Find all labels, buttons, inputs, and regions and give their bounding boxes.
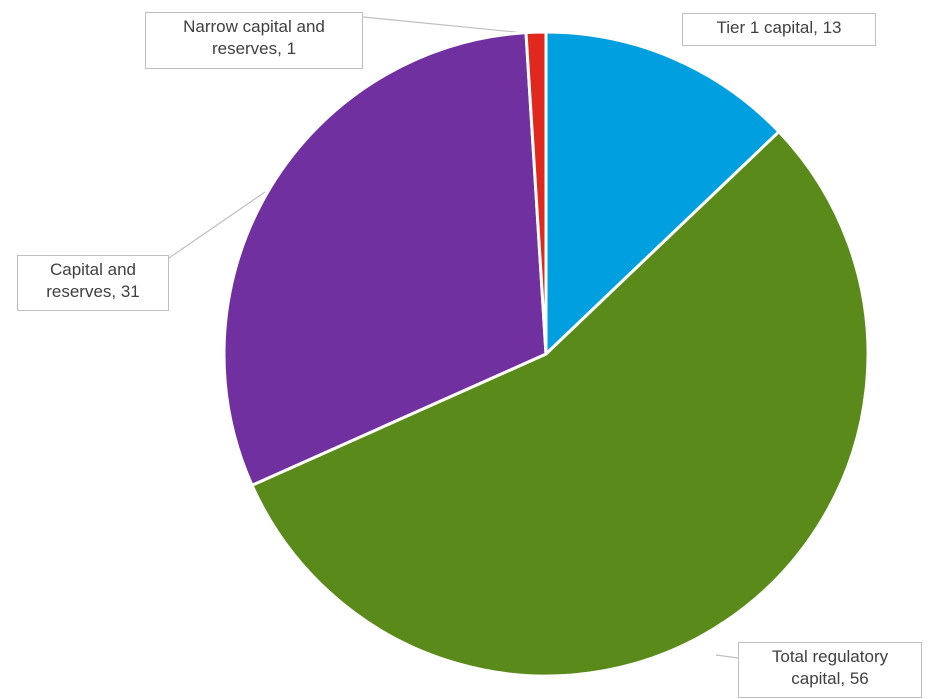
pie-slice-capital-and-reserves	[222, 31, 548, 487]
data-label-narrow-capital-and-reserves: Narrow capital and reserves, 1	[145, 12, 363, 69]
pie-slices	[222, 30, 870, 678]
pie-slice-narrow-capital-and-reserves	[524, 30, 548, 356]
data-label-total-regulatory-capital: Total regulatory capital, 56	[738, 642, 922, 698]
data-label-tier1-capital: Tier 1 capital, 13	[682, 13, 876, 46]
leader-line-capital-and-reserves	[168, 191, 266, 259]
pie-slice-tier1-capital	[544, 30, 781, 356]
data-label-capital-and-reserves: Capital and reserves, 31	[17, 255, 169, 311]
leader-line-total-regulatory-capital	[715, 654, 739, 659]
leader-line-narrow-capital	[362, 16, 538, 35]
pie-slice-total-regulatory-capital	[250, 130, 870, 678]
